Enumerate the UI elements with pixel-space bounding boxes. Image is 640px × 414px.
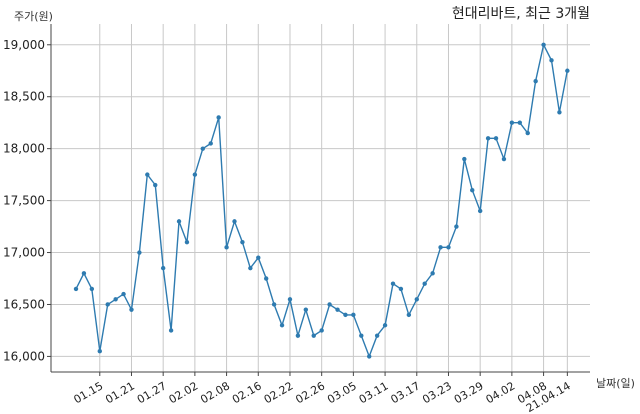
data-point bbox=[374, 333, 380, 338]
data-point bbox=[295, 333, 301, 338]
data-point bbox=[216, 115, 221, 120]
chart-title: 현대리바트, 최근 3개월 bbox=[452, 6, 590, 22]
data-point bbox=[565, 68, 570, 73]
data-point bbox=[121, 291, 126, 297]
x-tick-label: 01.27 bbox=[135, 379, 169, 406]
data-point bbox=[454, 224, 459, 229]
data-point bbox=[153, 182, 158, 188]
data-point bbox=[359, 333, 364, 338]
x-axis-label: 날짜(일) bbox=[596, 376, 635, 390]
data-point bbox=[414, 297, 419, 302]
data-point bbox=[287, 297, 293, 302]
data-point bbox=[97, 349, 102, 354]
data-point bbox=[232, 219, 237, 224]
x-tick-label: 03.11 bbox=[357, 379, 391, 406]
y-tick-label: 17,500 bbox=[3, 194, 45, 208]
axes bbox=[47, 24, 590, 376]
data-point bbox=[541, 42, 546, 47]
data-point bbox=[256, 255, 261, 260]
data-point bbox=[264, 276, 269, 281]
y-tick-label: 18,000 bbox=[3, 142, 45, 156]
data-point bbox=[279, 323, 285, 328]
data-point bbox=[517, 120, 522, 125]
x-tick-label: 03.05 bbox=[325, 379, 359, 406]
data-point bbox=[319, 328, 324, 333]
x-ticks: 01.1501.2101.2702.0202.0802.1602.2202.26… bbox=[71, 379, 572, 414]
x-tick-label: 03.17 bbox=[388, 379, 422, 406]
series-group bbox=[73, 42, 570, 359]
data-point bbox=[398, 286, 404, 292]
data-point bbox=[477, 208, 483, 214]
data-point bbox=[192, 172, 198, 177]
data-point bbox=[367, 354, 372, 359]
y-tick-label: 19,000 bbox=[3, 38, 45, 52]
data-point bbox=[89, 286, 95, 292]
data-point bbox=[438, 245, 443, 250]
x-tick-label: 01.21 bbox=[103, 379, 137, 406]
y-tick-label: 17,000 bbox=[3, 246, 45, 260]
x-tick-label: 02.26 bbox=[293, 379, 327, 406]
data-point bbox=[303, 307, 309, 312]
data-point bbox=[533, 78, 538, 84]
data-point bbox=[311, 333, 316, 338]
data-point bbox=[335, 307, 340, 312]
x-tick-label: 02.22 bbox=[262, 379, 296, 406]
data-point bbox=[176, 219, 182, 224]
data-point bbox=[137, 250, 142, 255]
data-point bbox=[129, 307, 134, 312]
data-point bbox=[224, 245, 229, 250]
data-point bbox=[160, 265, 166, 271]
data-point bbox=[248, 265, 253, 271]
x-tick-label: 02.16 bbox=[230, 379, 264, 406]
grid bbox=[51, 24, 590, 372]
data-point bbox=[493, 136, 499, 141]
data-point bbox=[81, 271, 87, 276]
data-point bbox=[105, 302, 110, 307]
data-point bbox=[73, 286, 79, 292]
x-tick-label: 01.15 bbox=[71, 379, 105, 406]
y-tick-label: 16,000 bbox=[3, 349, 45, 363]
data-point bbox=[462, 156, 467, 162]
data-point bbox=[501, 156, 507, 162]
y-tick-label: 16,500 bbox=[3, 297, 45, 311]
data-point bbox=[208, 141, 213, 146]
data-point bbox=[549, 58, 554, 63]
data-point bbox=[145, 172, 150, 177]
x-tick-label: 03.29 bbox=[452, 379, 486, 406]
data-point bbox=[422, 281, 427, 286]
y-tick-label: 18,500 bbox=[3, 90, 45, 104]
x-tick-label: 02.02 bbox=[167, 379, 201, 406]
data-point bbox=[184, 239, 190, 245]
data-point bbox=[327, 302, 332, 307]
x-tick-label: 03.23 bbox=[420, 379, 454, 406]
data-point bbox=[406, 312, 412, 318]
data-point bbox=[343, 312, 348, 318]
y-axis-label: 주가(원) bbox=[14, 10, 53, 23]
data-point bbox=[351, 312, 356, 318]
x-tick-label: 02.08 bbox=[198, 379, 232, 406]
data-point bbox=[525, 130, 530, 136]
data-point bbox=[390, 281, 396, 286]
data-point bbox=[240, 239, 245, 245]
data-point bbox=[200, 146, 205, 151]
data-point bbox=[113, 297, 118, 302]
data-point bbox=[557, 110, 562, 115]
y-ticks: 16,000 16,500 17,000 17,500 18,000 18,500 19,0… bbox=[3, 38, 45, 364]
x-tick-label: 04.02 bbox=[484, 379, 518, 406]
data-point bbox=[168, 328, 174, 333]
data-point bbox=[271, 302, 277, 307]
data-point bbox=[382, 323, 388, 328]
data-point bbox=[485, 136, 491, 141]
data-point bbox=[509, 120, 515, 125]
data-point bbox=[430, 271, 435, 276]
data-point bbox=[470, 188, 475, 193]
data-point bbox=[446, 245, 451, 250]
